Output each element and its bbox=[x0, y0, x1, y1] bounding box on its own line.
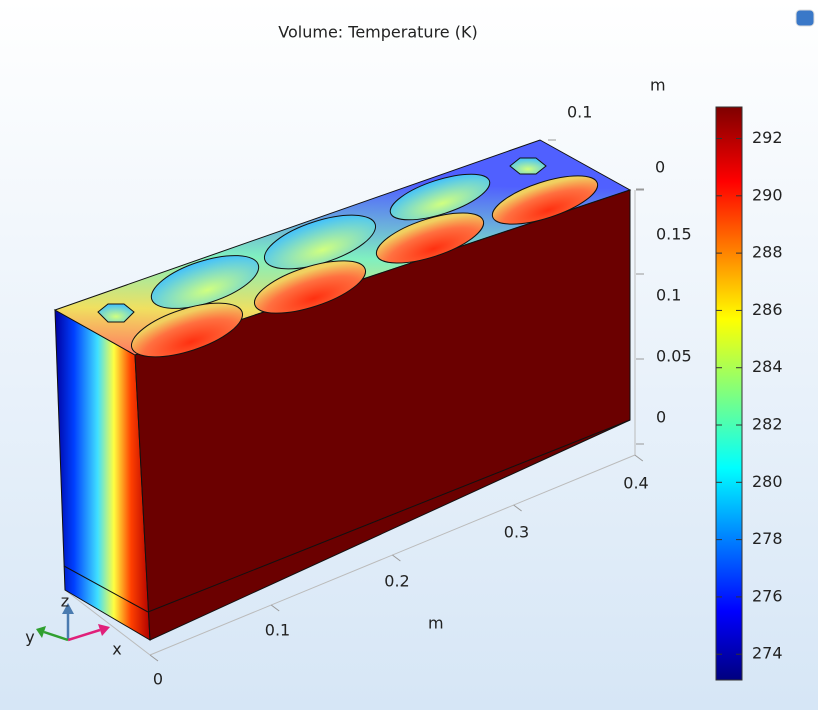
axis-tick-label: 0 bbox=[655, 158, 665, 177]
colorbar-tick-label: 286 bbox=[752, 300, 783, 319]
colorbar-tick-label: 278 bbox=[752, 529, 783, 548]
toolbar-icon[interactable] bbox=[795, 9, 815, 27]
plot-title: Volume: Temperature (K) bbox=[278, 23, 477, 42]
axis-tick-label: 0.15 bbox=[656, 225, 692, 244]
axis-tick-label: 0.1 bbox=[656, 286, 681, 305]
axis-tick-label: 0.2 bbox=[384, 572, 409, 591]
colorbar bbox=[715, 106, 743, 681]
axis-tick-label: 0.3 bbox=[504, 523, 529, 542]
triad bbox=[36, 603, 110, 642]
axis-tick-label: 0 bbox=[153, 670, 163, 689]
colorbar-tick-label: 282 bbox=[752, 415, 783, 434]
axis-tick-label: 0.05 bbox=[656, 347, 692, 366]
colorbar-tick-label: 284 bbox=[752, 357, 783, 376]
axis-tick bbox=[513, 504, 522, 512]
axis-tick bbox=[634, 454, 644, 462]
axis-tick-label: 0.4 bbox=[623, 474, 648, 493]
axis-tick-label: 0.1 bbox=[567, 103, 592, 122]
triad-label: z bbox=[61, 592, 69, 611]
colorbar-tick-label: 280 bbox=[752, 472, 783, 491]
geometry bbox=[53, 139, 632, 641]
axis-tick-label: 0.1 bbox=[265, 621, 290, 640]
axis-tick bbox=[392, 554, 401, 562]
colorbar-tick-label: 288 bbox=[752, 243, 783, 262]
colorbar-tick-label: 276 bbox=[752, 586, 783, 605]
colorbar-tick-label: 292 bbox=[752, 128, 783, 147]
colorbar-tick-label: 274 bbox=[752, 644, 783, 663]
triad-label: x bbox=[112, 640, 121, 659]
axis-unit: m bbox=[428, 614, 444, 633]
triad-label: y bbox=[25, 628, 34, 647]
axis-unit: m bbox=[650, 76, 666, 95]
colorbar-tick-label: 290 bbox=[752, 185, 783, 204]
axis-tick bbox=[270, 604, 280, 612]
axis-tick bbox=[149, 654, 159, 662]
axis-tick-label: 0 bbox=[656, 408, 666, 427]
